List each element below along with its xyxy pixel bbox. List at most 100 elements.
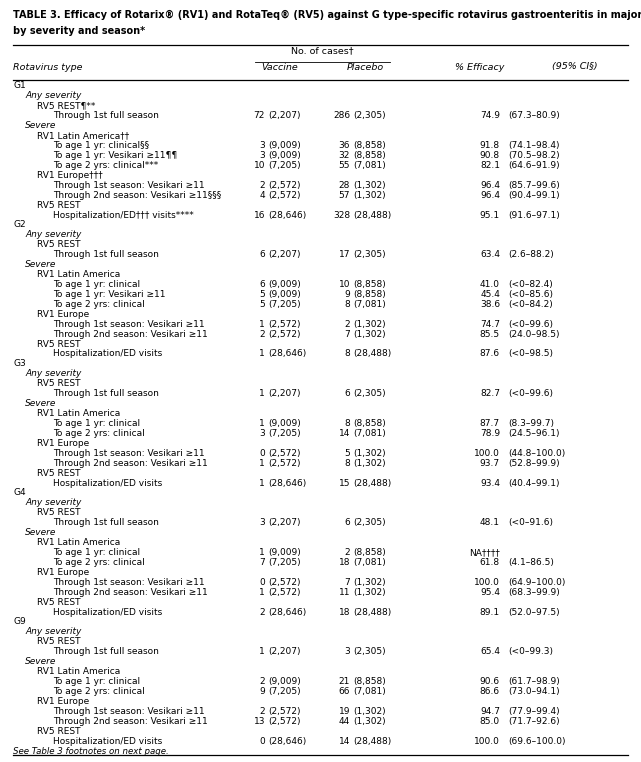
- Text: 13: 13: [253, 717, 265, 725]
- Text: (28,646): (28,646): [268, 607, 306, 616]
- Text: 1: 1: [259, 647, 265, 656]
- Text: Rotavirus type: Rotavirus type: [13, 62, 83, 72]
- Text: (95% CI§): (95% CI§): [552, 62, 598, 72]
- Text: RV5 REST: RV5 REST: [37, 727, 81, 735]
- Text: 85.5: 85.5: [480, 330, 500, 338]
- Text: (64.9–100.0): (64.9–100.0): [508, 578, 565, 587]
- Text: (28,488): (28,488): [353, 350, 391, 358]
- Text: (28,488): (28,488): [353, 737, 391, 745]
- Text: (2,305): (2,305): [353, 389, 386, 399]
- Text: RV5 REST: RV5 REST: [37, 597, 81, 607]
- Text: 94.7: 94.7: [480, 707, 500, 716]
- Text: 5: 5: [344, 449, 350, 458]
- Text: 38.6: 38.6: [480, 299, 500, 309]
- Text: 86.6: 86.6: [480, 687, 500, 696]
- Text: (2,207): (2,207): [268, 647, 301, 656]
- Text: (28,646): (28,646): [268, 350, 306, 358]
- Text: (8,858): (8,858): [353, 290, 386, 299]
- Text: (<0–99.6): (<0–99.6): [508, 389, 553, 399]
- Text: To age 2 yrs: clinical: To age 2 yrs: clinical: [53, 429, 145, 438]
- Text: 18: 18: [338, 607, 350, 616]
- Text: 66: 66: [338, 687, 350, 696]
- Text: (<0–85.6): (<0–85.6): [508, 290, 553, 299]
- Text: NA††††: NA††††: [469, 548, 500, 557]
- Text: To age 1 yr: Vesikari ≥11¶¶: To age 1 yr: Vesikari ≥11¶¶: [53, 151, 178, 160]
- Text: (28,488): (28,488): [353, 607, 391, 616]
- Text: (7,205): (7,205): [268, 161, 301, 170]
- Text: 328: 328: [333, 210, 350, 219]
- Text: Any severity: Any severity: [25, 370, 81, 378]
- Text: Through 1st season: Vesikari ≥11: Through 1st season: Vesikari ≥11: [53, 181, 204, 190]
- Text: Severe: Severe: [25, 399, 56, 408]
- Text: 74.7: 74.7: [480, 320, 500, 328]
- Text: 8: 8: [344, 350, 350, 358]
- Text: 6: 6: [259, 250, 265, 259]
- Text: (2,572): (2,572): [268, 330, 301, 338]
- Text: (2,207): (2,207): [268, 111, 301, 120]
- Text: (1,302): (1,302): [353, 320, 386, 328]
- Text: (28,646): (28,646): [268, 479, 306, 488]
- Text: (<0–82.4): (<0–82.4): [508, 280, 553, 289]
- Text: Hospitalization/ED††† visits****: Hospitalization/ED††† visits****: [53, 210, 194, 219]
- Text: (9,009): (9,009): [268, 141, 301, 150]
- Text: (91.6–97.1): (91.6–97.1): [508, 210, 560, 219]
- Text: No. of cases†: No. of cases†: [290, 46, 353, 55]
- Text: 6: 6: [344, 389, 350, 399]
- Text: (8,858): (8,858): [353, 419, 386, 428]
- Text: To age 1 yr: Vesikari ≥11: To age 1 yr: Vesikari ≥11: [53, 290, 165, 299]
- Text: 36: 36: [338, 141, 350, 150]
- Text: Any severity: Any severity: [25, 230, 81, 239]
- Text: 2: 2: [260, 677, 265, 686]
- Text: (61.7–98.9): (61.7–98.9): [508, 677, 560, 686]
- Text: G2: G2: [13, 220, 26, 229]
- Text: 2: 2: [260, 607, 265, 616]
- Text: Severe: Severe: [25, 657, 56, 666]
- Text: 72: 72: [254, 111, 265, 120]
- Text: RV1 Latin America††: RV1 Latin America††: [37, 131, 129, 140]
- Text: 55: 55: [338, 161, 350, 170]
- Text: (<0–84.2): (<0–84.2): [508, 299, 553, 309]
- Text: (90.4–99.1): (90.4–99.1): [508, 190, 560, 200]
- Text: 2: 2: [260, 707, 265, 716]
- Text: 7: 7: [259, 558, 265, 567]
- Text: Through 1st season: Vesikari ≥11: Through 1st season: Vesikari ≥11: [53, 320, 204, 328]
- Text: 0: 0: [259, 737, 265, 745]
- Text: G3: G3: [13, 360, 26, 368]
- Text: RV5 REST: RV5 REST: [37, 379, 81, 389]
- Text: (1,302): (1,302): [353, 707, 386, 716]
- Text: Through 1st full season: Through 1st full season: [53, 647, 159, 656]
- Text: Any severity: Any severity: [25, 498, 81, 507]
- Text: (77.9–99.4): (77.9–99.4): [508, 707, 560, 716]
- Text: RV1 Latin America: RV1 Latin America: [37, 667, 121, 676]
- Text: (<0–91.6): (<0–91.6): [508, 518, 553, 527]
- Text: (2,305): (2,305): [353, 111, 386, 120]
- Text: (1,302): (1,302): [353, 717, 386, 725]
- Text: (<0–99.6): (<0–99.6): [508, 320, 553, 328]
- Text: (24.0–98.5): (24.0–98.5): [508, 330, 560, 338]
- Text: 21: 21: [338, 677, 350, 686]
- Text: % Efficacy: % Efficacy: [455, 62, 504, 72]
- Text: (7,081): (7,081): [353, 687, 386, 696]
- Text: (2,305): (2,305): [353, 647, 386, 656]
- Text: 1: 1: [259, 320, 265, 328]
- Text: RV1 Europe: RV1 Europe: [37, 697, 89, 706]
- Text: RV1 Europe: RV1 Europe: [37, 310, 89, 319]
- Text: (4.1–86.5): (4.1–86.5): [508, 558, 554, 567]
- Text: 3: 3: [259, 518, 265, 527]
- Text: 82.1: 82.1: [480, 161, 500, 170]
- Text: 2: 2: [260, 330, 265, 338]
- Text: 65.4: 65.4: [480, 647, 500, 656]
- Text: 100.0: 100.0: [474, 578, 500, 587]
- Text: To age 2 yrs: clinical: To age 2 yrs: clinical: [53, 558, 145, 567]
- Text: Severe: Severe: [25, 260, 56, 269]
- Text: 95.4: 95.4: [480, 588, 500, 597]
- Text: Vaccine: Vaccine: [262, 62, 298, 72]
- Text: To age 1 yr: clinical: To age 1 yr: clinical: [53, 548, 140, 557]
- Text: 6: 6: [259, 280, 265, 289]
- Text: (2,207): (2,207): [268, 389, 301, 399]
- Text: (2,207): (2,207): [268, 518, 301, 527]
- Text: 8: 8: [344, 459, 350, 468]
- Text: 28: 28: [338, 181, 350, 190]
- Text: (2,207): (2,207): [268, 250, 301, 259]
- Text: 9: 9: [259, 687, 265, 696]
